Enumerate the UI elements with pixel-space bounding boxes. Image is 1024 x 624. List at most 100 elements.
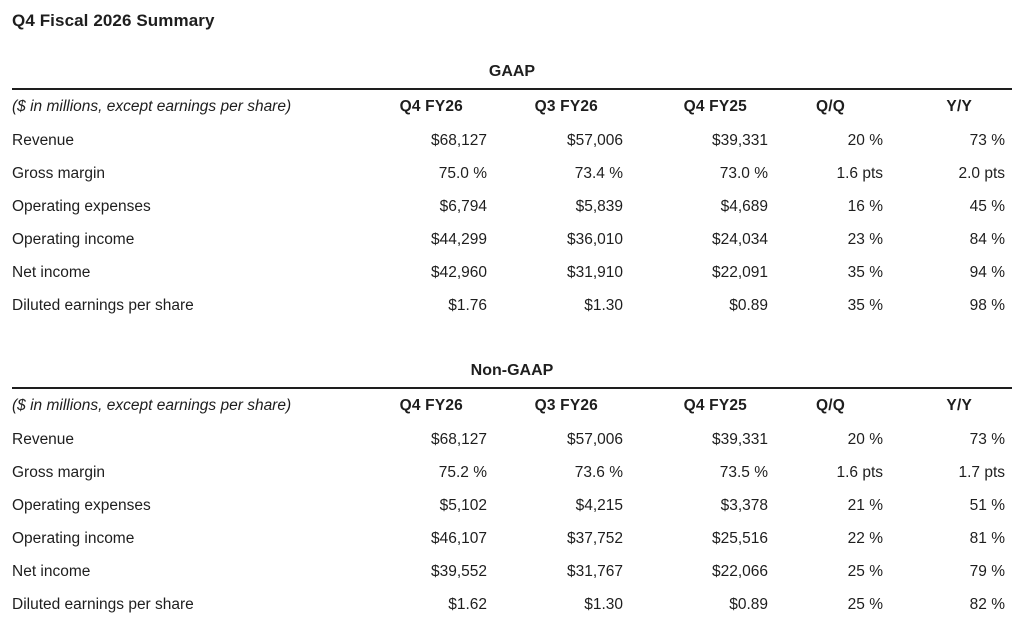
cell-value: 73.0 % — [719, 164, 768, 182]
row-label: Gross margin — [12, 463, 106, 481]
units-note: ($ in millions, except earnings per shar… — [12, 397, 292, 414]
row-label: Diluted earnings per share — [12, 296, 194, 314]
cell-value: 45 % — [969, 197, 1005, 215]
table-row: Gross margin 75.0 % 73.4 % 73.0 % 1.6 pts 2.0… — [12, 157, 1012, 190]
cell-value: 35 % — [847, 296, 883, 314]
row-label: Gross margin — [12, 164, 106, 182]
table-row: Gross margin 75.2 % 73.6 % 73.5 % 1.6 pts 1.7… — [12, 456, 1012, 489]
row-label: Net income — [12, 562, 91, 580]
table-row: Operating income $46,107 $37,752 $25,516 22 … — [12, 522, 1012, 555]
column-header: Q4 FY26 — [399, 98, 463, 115]
cell-value: $6,794 — [439, 197, 487, 215]
row-label: Diluted earnings per share — [12, 595, 194, 613]
column-header: Y/Y — [946, 98, 972, 115]
header-row: ($ in millions, except earnings per shar… — [12, 89, 1012, 124]
cell-value: $31,767 — [566, 562, 623, 580]
table-row: Net income $39,552 $31,767 $22,066 25 % 79 % — [12, 555, 1012, 588]
cell-value: $44,299 — [430, 230, 487, 248]
cell-value: $1.76 — [448, 296, 487, 314]
table-row: Revenue $68,127 $57,006 $39,331 20 % 73 % — [12, 124, 1012, 157]
cell-value: $4,215 — [575, 496, 623, 514]
cell-value: $68,127 — [430, 131, 487, 149]
row-label: Operating income — [12, 529, 135, 547]
cell-value: $36,010 — [566, 230, 623, 248]
row-label: Revenue — [12, 430, 75, 448]
cell-value: 75.0 % — [438, 164, 487, 182]
row-label: Operating income — [12, 230, 135, 248]
table-title: Non-GAAP — [470, 362, 554, 379]
cell-value: $68,127 — [430, 430, 487, 448]
cell-value: 75.2 % — [438, 463, 487, 481]
cell-value: 73 % — [969, 430, 1005, 448]
cell-value: 25 % — [847, 595, 883, 613]
table-row: Operating expenses $5,102 $4,215 $3,378 21 %… — [12, 489, 1012, 522]
cell-value: 94 % — [969, 263, 1005, 281]
cell-value: 1.6 pts — [836, 463, 883, 481]
cell-value: $1.62 — [448, 595, 487, 613]
table-body: Revenue $68,127 $57,006 $39,331 20 % 73 % Gros… — [12, 423, 1012, 621]
cell-value: 51 % — [969, 496, 1005, 514]
column-header: Q/Q — [815, 98, 845, 115]
cell-value: 20 % — [847, 131, 883, 149]
cell-value: $24,034 — [711, 230, 768, 248]
column-header: Q/Q — [815, 397, 845, 414]
cell-value: $42,960 — [430, 263, 487, 281]
cell-value: $3,378 — [720, 496, 768, 514]
cell-value: $22,066 — [711, 562, 768, 580]
cell-value: 73.4 % — [574, 164, 623, 182]
cell-value: $0.89 — [729, 296, 768, 314]
column-header: Q4 FY25 — [683, 98, 747, 115]
cell-value: 21 % — [847, 496, 883, 514]
row-label: Operating expenses — [12, 496, 151, 514]
page-title: Q4 Fiscal 2026 Summary — [12, 11, 215, 30]
cell-value: 73.6 % — [574, 463, 623, 481]
units-note: ($ in millions, except earnings per shar… — [12, 98, 292, 115]
cell-value: 73.5 % — [719, 463, 768, 481]
table-row: Net income $42,960 $31,910 $22,091 35 % 94 % — [12, 256, 1012, 289]
cell-value: 20 % — [847, 430, 883, 448]
table-row: Operating income $44,299 $36,010 $24,034 23 … — [12, 223, 1012, 256]
table-row: Operating expenses $6,794 $5,839 $4,689 16 %… — [12, 190, 1012, 223]
cell-value: 82 % — [969, 595, 1005, 613]
cell-value: 81 % — [969, 529, 1005, 547]
cell-value: 25 % — [847, 562, 883, 580]
table-row: Diluted earnings per share $1.76 $1.30 $0.8… — [12, 289, 1012, 322]
cell-value: $0.89 — [729, 595, 768, 613]
table-head: ($ in millions, except earnings per shar… — [12, 89, 1012, 124]
cell-value: $37,752 — [566, 529, 623, 547]
column-header: Q3 FY26 — [534, 98, 598, 115]
table-head: ($ in millions, except earnings per shar… — [12, 388, 1012, 423]
table-row: Revenue $68,127 $57,006 $39,331 20 % 73 % — [12, 423, 1012, 456]
cell-value: $39,331 — [711, 131, 768, 149]
cell-value: $39,552 — [430, 562, 487, 580]
table-body: Revenue $68,127 $57,006 $39,331 20 % 73 % Gros… — [12, 124, 1012, 322]
table-row: Diluted earnings per share $1.62 $1.30 $0.8… — [12, 588, 1012, 621]
cell-value: $22,091 — [711, 263, 768, 281]
cell-value: $1.30 — [584, 296, 623, 314]
row-label: Operating expenses — [12, 197, 151, 215]
cell-value: $39,331 — [711, 430, 768, 448]
cell-value: 79 % — [969, 562, 1005, 580]
cell-value: $46,107 — [430, 529, 487, 547]
section-non-gaap: Non-GAAP ($ in millions, except earnings … — [12, 362, 1012, 621]
cell-value: $1.30 — [584, 595, 623, 613]
cell-value: $5,839 — [575, 197, 623, 215]
cell-value: 84 % — [969, 230, 1005, 248]
row-label: Revenue — [12, 131, 75, 149]
cell-value: $57,006 — [566, 131, 623, 149]
cell-value: 23 % — [847, 230, 883, 248]
cell-value: 22 % — [847, 529, 883, 547]
cell-value: 16 % — [847, 197, 883, 215]
cell-value: $31,910 — [566, 263, 623, 281]
cell-value: 73 % — [969, 131, 1005, 149]
column-header: Q4 FY25 — [683, 397, 747, 414]
column-header: Y/Y — [946, 397, 972, 414]
cell-value: $5,102 — [439, 496, 487, 514]
cell-value: 1.6 pts — [836, 164, 883, 182]
financial-table: ($ in millions, except earnings per shar… — [12, 387, 1012, 621]
cell-value: $25,516 — [711, 529, 768, 547]
row-label: Net income — [12, 263, 91, 281]
cell-value: $57,006 — [566, 430, 623, 448]
tables-container: GAAP ($ in millions, except earnings per … — [12, 63, 1012, 621]
